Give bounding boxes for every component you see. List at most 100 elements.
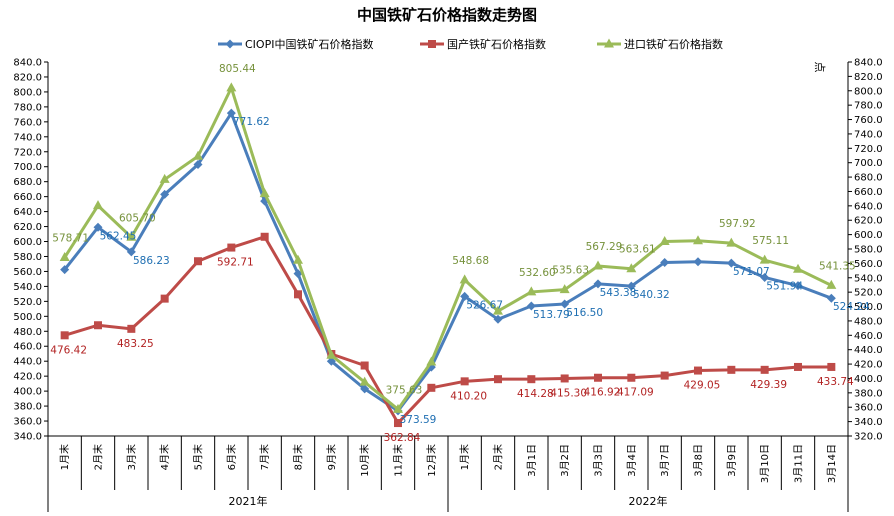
data-point — [94, 321, 102, 330]
data-label: 551.94 — [766, 280, 803, 292]
data-point — [560, 299, 570, 309]
right-tick-label: 360.0 — [854, 403, 883, 414]
data-label: 563.61 — [619, 244, 656, 256]
data-label: 535.63 — [552, 265, 589, 277]
data-point — [659, 236, 670, 246]
right-tick-label: 680.0 — [854, 173, 883, 184]
x-tick-label: 12月末 — [425, 444, 438, 477]
data-label: 429.05 — [684, 380, 721, 392]
data-label: 410.20 — [450, 390, 487, 402]
data-label: 516.50 — [566, 307, 603, 319]
x-tick-label: 3月9日 — [726, 444, 738, 477]
data-point — [460, 377, 469, 386]
right-tick-label: 840.0 — [854, 58, 883, 69]
x-tick-label: 3月14日 — [826, 444, 838, 483]
x-tick-label: 3月2日 — [559, 444, 571, 477]
left-tick-label: 360.0 — [13, 417, 42, 428]
data-point — [160, 294, 169, 303]
data-label: 805.44 — [219, 63, 256, 75]
data-label: 417.09 — [617, 387, 654, 399]
data-point — [760, 365, 769, 374]
data-point — [593, 260, 603, 270]
data-point — [559, 284, 570, 294]
data-labels: 562.45 586.23 771.62 373.59 526.67 513.79516.… — [50, 63, 870, 444]
x-tick-label: 10月末 — [358, 444, 371, 477]
left-tick-label: 500.0 — [13, 312, 42, 323]
year-label: 2022年 — [629, 494, 668, 508]
right-tick-label: 400.0 — [854, 374, 883, 385]
left-tick-label: 760.0 — [13, 117, 42, 128]
series-line — [63, 86, 832, 411]
right-axis-unit: 点 — [813, 62, 826, 73]
right-tick-label: 480.0 — [854, 316, 883, 327]
left-tick-label: 840.0 — [13, 58, 42, 69]
data-label: 578.71 — [52, 232, 89, 244]
left-tick-label: 700.0 — [13, 162, 42, 173]
x-tick-label: 3月4日 — [626, 444, 638, 477]
data-point — [294, 290, 302, 299]
data-point — [726, 258, 736, 268]
data-point — [526, 301, 536, 311]
right-tick-label: 640.0 — [854, 201, 883, 212]
data-label: 476.42 — [50, 344, 87, 356]
data-point — [427, 383, 436, 392]
left-tick-label: 340.0 — [13, 432, 42, 443]
data-point — [194, 257, 202, 266]
series-1 — [60, 232, 836, 428]
left-tick-label: 720.0 — [13, 147, 42, 158]
right-tick-label: 780.0 — [854, 101, 883, 112]
left-tick-label: 520.0 — [13, 297, 42, 308]
right-tick-label: 800.0 — [854, 86, 883, 97]
left-tick-label: 380.0 — [13, 402, 42, 413]
data-point — [259, 188, 270, 198]
right-tick-label: 720.0 — [854, 144, 883, 155]
data-point — [126, 247, 136, 257]
right-tick-label: 600.0 — [854, 230, 883, 241]
data-label: 592.71 — [217, 257, 254, 269]
data-point — [93, 200, 103, 210]
data-point — [293, 269, 303, 279]
data-point — [226, 108, 236, 118]
data-point — [428, 40, 436, 48]
data-point — [260, 232, 269, 241]
data-label: 362.84 — [384, 432, 421, 444]
data-point — [793, 263, 803, 273]
data-label: 433.74 — [817, 376, 854, 388]
data-point — [193, 150, 203, 160]
data-point — [527, 375, 536, 384]
x-tick-label: 3月末 — [125, 444, 138, 470]
data-point — [626, 281, 636, 291]
data-label: 524.24 — [833, 301, 870, 313]
data-point — [493, 314, 503, 324]
data-point — [93, 222, 103, 232]
data-point — [360, 361, 369, 370]
right-tick-label: 500.0 — [854, 302, 883, 313]
right-tick-label: 700.0 — [854, 158, 883, 169]
data-label: 605.70 — [119, 212, 156, 224]
legend: CIOPI中国铁矿石价格指数 国产铁矿石价格指数 进口铁矿石价格指数 — [218, 37, 723, 51]
data-point — [160, 189, 170, 199]
data-point — [359, 376, 370, 386]
data-point — [827, 362, 836, 371]
x-tick-label: 1月末 — [58, 444, 71, 470]
data-point — [794, 362, 802, 371]
right-tick-label: 740.0 — [854, 129, 883, 140]
right-tick-label: 660.0 — [854, 187, 883, 198]
year-label: 2021年 — [229, 494, 268, 508]
data-point — [326, 349, 337, 359]
data-point — [593, 279, 603, 289]
legend-entry: 国产铁矿石价格指数 — [447, 37, 546, 51]
x-tick-label: 8月末 — [292, 444, 305, 470]
data-label: 562.45 — [100, 230, 137, 242]
data-label: 540.32 — [633, 289, 670, 301]
x-tick-label: 3月7日 — [659, 444, 671, 477]
left-tick-label: 440.0 — [13, 357, 42, 368]
data-point — [604, 38, 614, 48]
series-line — [63, 111, 832, 413]
data-point — [727, 365, 736, 374]
right-tick-label: 320.0 — [854, 432, 883, 443]
right-tick-label: 380.0 — [854, 388, 883, 399]
left-tick-label: 460.0 — [13, 342, 42, 353]
right-tick-label: 540.0 — [854, 273, 883, 284]
